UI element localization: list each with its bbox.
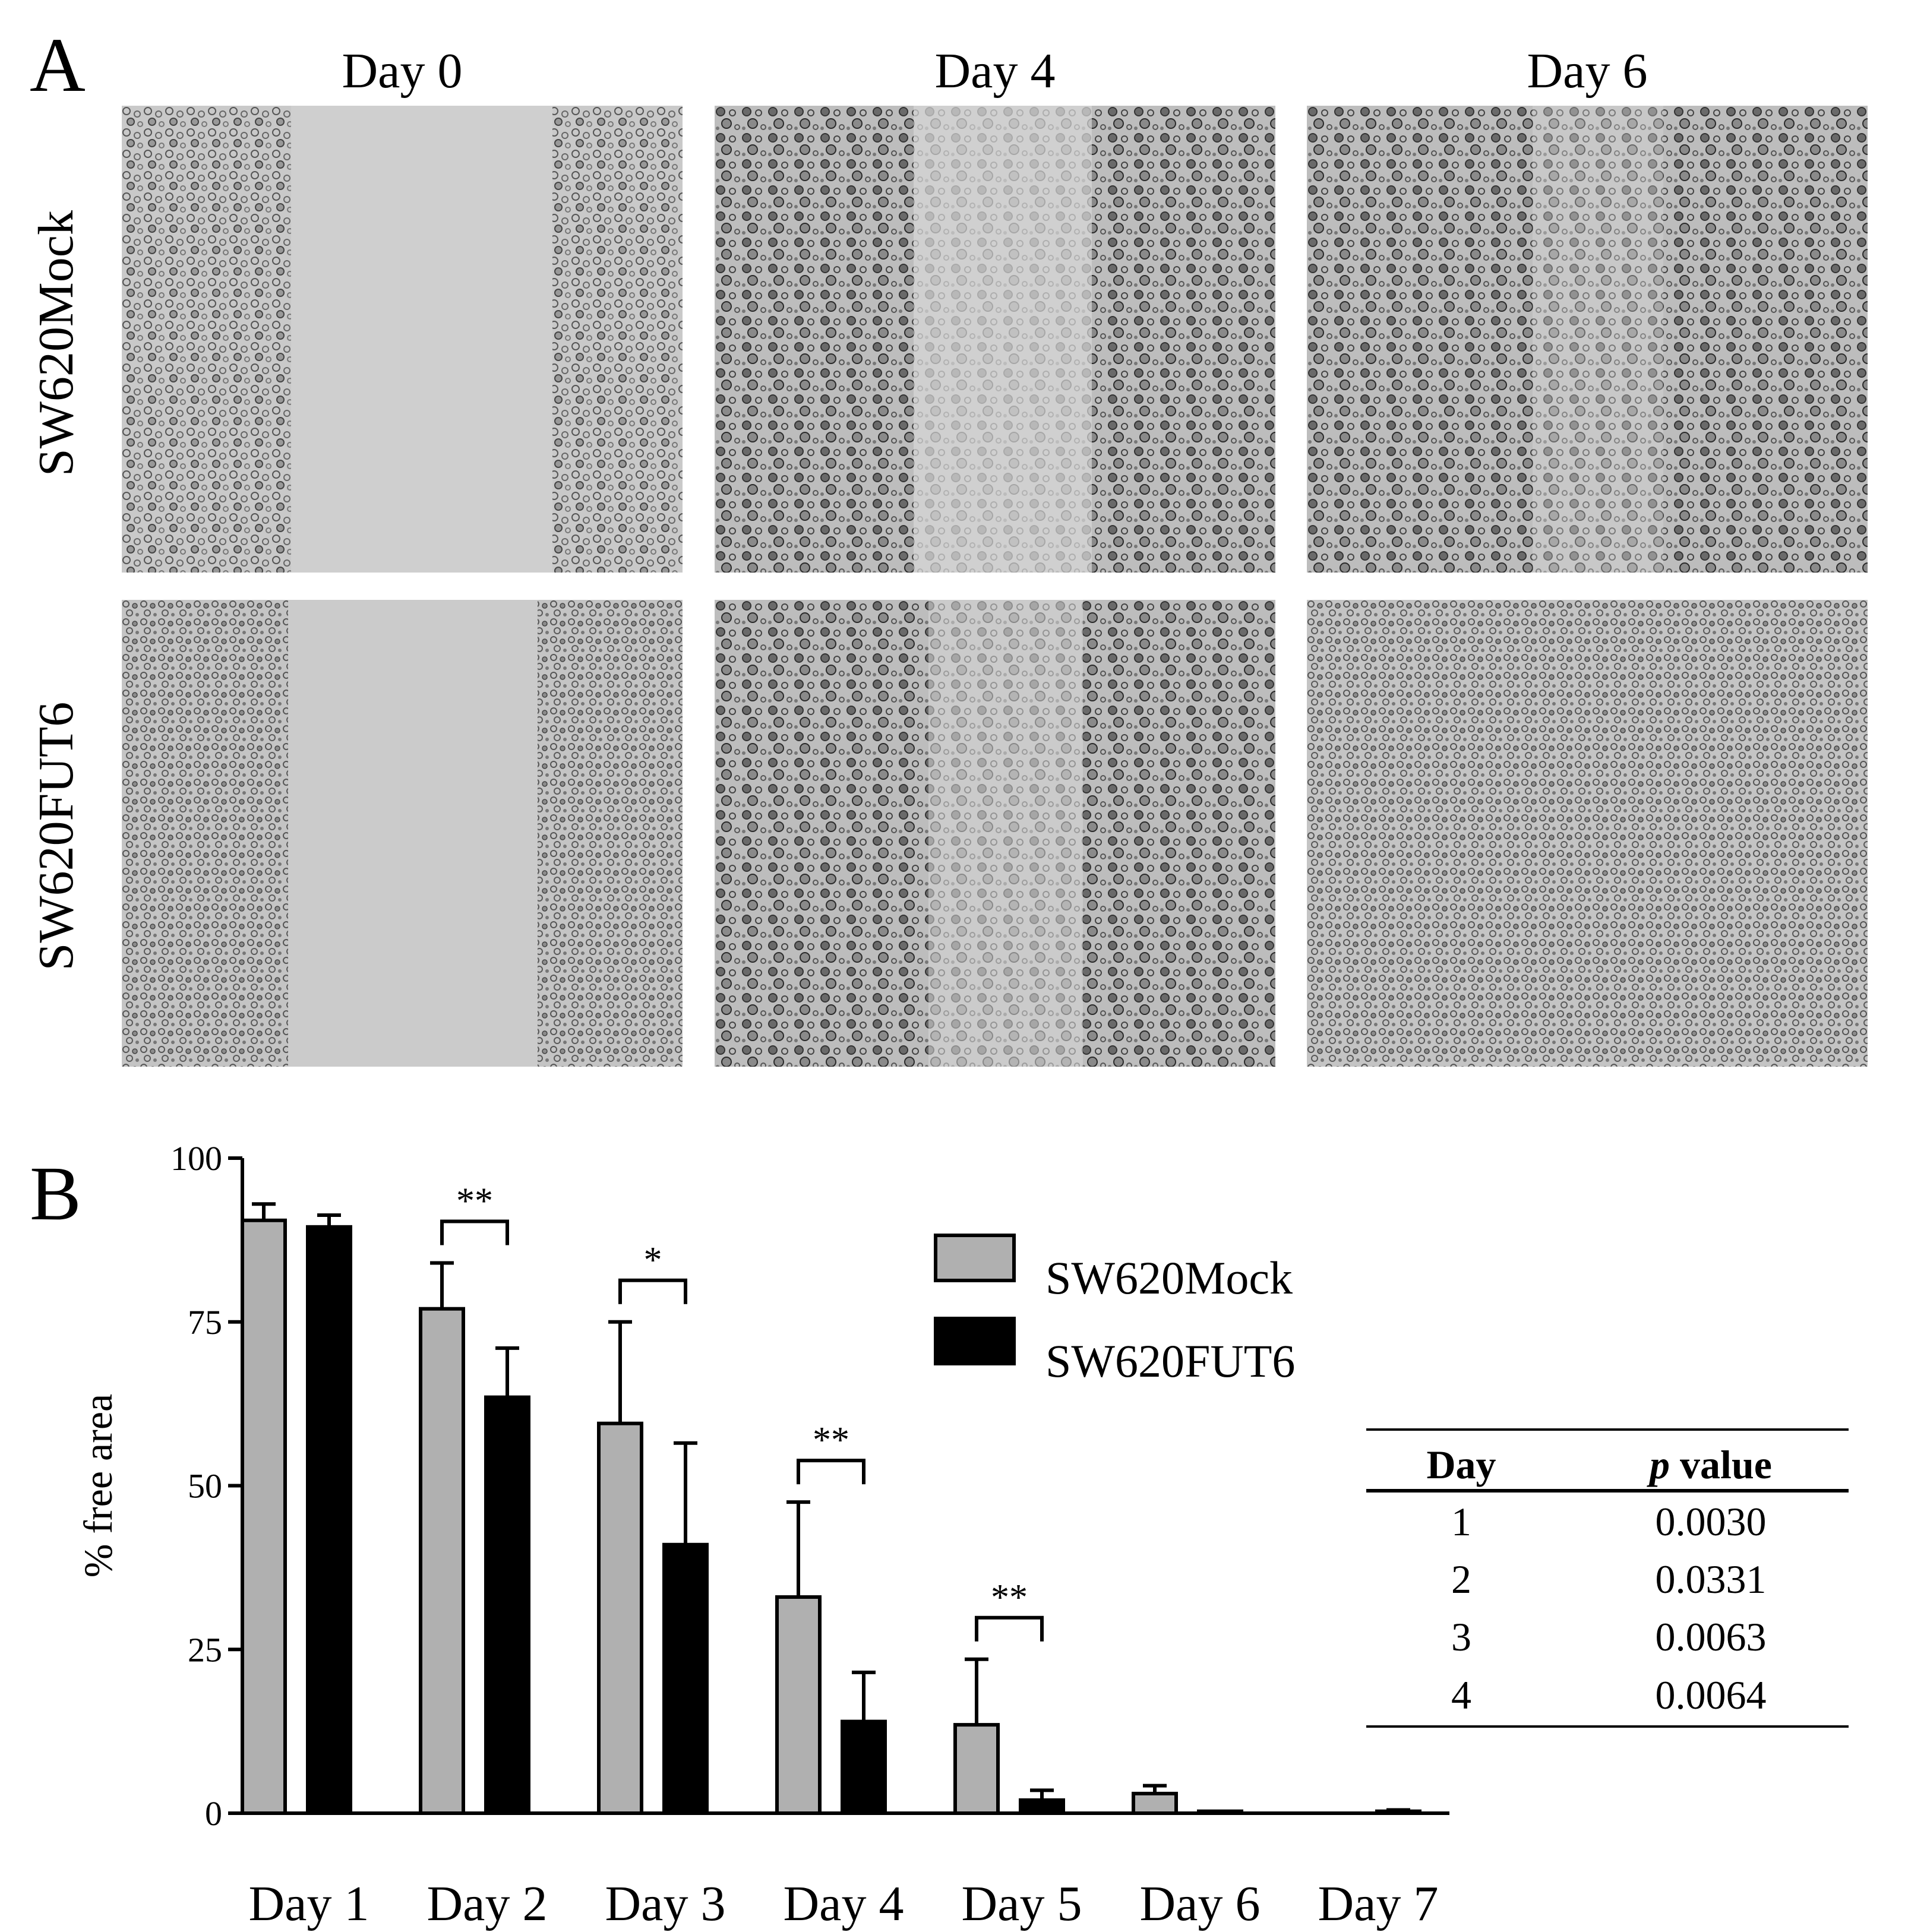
significance-bracket xyxy=(440,1219,509,1245)
significance-bracket xyxy=(618,1278,687,1304)
bar xyxy=(775,1595,822,1815)
legend-label: SW620FUT6 xyxy=(1045,1335,1295,1387)
bar xyxy=(597,1421,643,1815)
row-label-sw620fut6: SW620FUT6 xyxy=(29,701,84,971)
bar xyxy=(484,1395,530,1816)
panel-b-letter: B xyxy=(30,1151,81,1237)
bar xyxy=(419,1307,465,1815)
table-cell-p: 0.0064 xyxy=(1655,1672,1767,1718)
bar xyxy=(953,1723,1000,1815)
table-cell-day: 1 xyxy=(1451,1499,1471,1544)
significance-label: ** xyxy=(813,1420,849,1460)
table-cell-p: 0.0030 xyxy=(1655,1499,1767,1544)
x-tick-label: Day 3 xyxy=(605,1876,726,1931)
micrograph-fut6-day-6 xyxy=(1307,600,1868,1067)
micrograph-fut6-day-0 xyxy=(122,600,683,1067)
table-header-p-value: p value xyxy=(1616,1441,1806,1488)
table-header-day: Day xyxy=(1426,1442,1496,1487)
significance-label: ** xyxy=(456,1181,493,1221)
column-title-day-4: Day 4 xyxy=(934,43,1056,99)
significance-bracket xyxy=(797,1459,865,1485)
micrograph-mock-day-4 xyxy=(715,106,1275,573)
table-cell-p: 0.0063 xyxy=(1655,1614,1767,1659)
table-cell-day: 3 xyxy=(1451,1614,1471,1659)
significance-label: ** xyxy=(991,1577,1028,1618)
legend-label: SW620Mock xyxy=(1045,1252,1293,1304)
x-tick-label: Day 1 xyxy=(249,1876,369,1931)
table-top-rule xyxy=(1366,1428,1849,1431)
y-tick-label: 50 xyxy=(188,1467,222,1506)
table-header-p-rest: value xyxy=(1670,1442,1772,1487)
column-title-day-6: Day 6 xyxy=(1527,43,1648,99)
y-tick-label: 100 xyxy=(170,1139,222,1178)
table-cell-p: 0.0331 xyxy=(1655,1557,1767,1602)
x-tick-label: Day 4 xyxy=(784,1876,904,1931)
panel-a-letter: A xyxy=(30,23,86,108)
bar xyxy=(1197,1809,1243,1816)
significance-label: * xyxy=(644,1240,662,1280)
significance-bracket xyxy=(975,1615,1044,1642)
column-title-day-0: Day 0 xyxy=(342,43,463,99)
y-axis-title: % free area xyxy=(75,1394,121,1578)
bar xyxy=(1132,1791,1178,1816)
legend-swatch xyxy=(934,1234,1016,1282)
table-bottom-rule xyxy=(1366,1725,1849,1728)
table-cell-day: 2 xyxy=(1451,1557,1471,1602)
x-tick-label: Day 7 xyxy=(1318,1876,1439,1931)
y-tick-label: 75 xyxy=(188,1303,222,1342)
x-tick-label: Day 5 xyxy=(962,1876,1082,1931)
bar xyxy=(1019,1798,1065,1815)
bar xyxy=(841,1719,887,1815)
legend-swatch xyxy=(934,1317,1016,1365)
bar xyxy=(241,1218,287,1816)
x-tick-label: Day 2 xyxy=(427,1876,548,1931)
micrograph-mock-day-0 xyxy=(122,106,683,573)
y-tick-label: 0 xyxy=(205,1794,222,1833)
bar-chart: 0 25 50 75 100 % free area Day 1 Day 2 Day 3 Day … xyxy=(75,1139,1449,1931)
micrograph-mock-day-6 xyxy=(1307,106,1868,573)
bar xyxy=(662,1542,709,1816)
row-label-sw620mock: SW620Mock xyxy=(29,210,84,476)
bar xyxy=(306,1225,352,1815)
table-header-p-italic: p xyxy=(1650,1442,1670,1487)
micrograph-fut6-day-4 xyxy=(715,600,1275,1067)
table-header-rule xyxy=(1366,1489,1849,1493)
table-cell-day: 4 xyxy=(1451,1672,1471,1718)
y-tick-label: 25 xyxy=(188,1630,222,1669)
x-tick-label: Day 6 xyxy=(1140,1876,1261,1931)
